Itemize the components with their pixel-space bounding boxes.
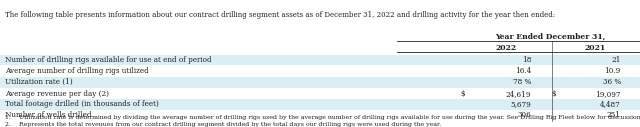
Text: $: $ (461, 90, 465, 98)
Text: 18: 18 (522, 56, 531, 64)
Text: 4,487: 4,487 (600, 100, 621, 108)
Text: Average number of drilling rigs utilized: Average number of drilling rigs utilized (5, 67, 149, 75)
Text: 1.    Utilization rate is determined by dividing the average number of drilling : 1. Utilization rate is determined by div… (5, 115, 640, 120)
Text: Total footage drilled (in thousands of feet): Total footage drilled (in thousands of f… (5, 100, 159, 108)
Text: 306: 306 (518, 111, 531, 119)
Text: 5,679: 5,679 (511, 100, 531, 108)
Text: 16.4: 16.4 (515, 67, 531, 75)
Bar (0, 77, 640, 88)
Text: Number of drilling rigs available for use at end of period: Number of drilling rigs available for us… (5, 56, 212, 64)
Text: Year Ended December 31,: Year Ended December 31, (495, 33, 605, 41)
Text: 78 %: 78 % (513, 78, 531, 86)
Text: $: $ (552, 90, 556, 98)
Text: 10.9: 10.9 (605, 67, 621, 75)
Text: 19,097: 19,097 (595, 90, 621, 98)
Text: 24,619: 24,619 (506, 90, 531, 98)
Text: Utilization rate (1): Utilization rate (1) (5, 78, 73, 86)
Text: Average revenue per day (2): Average revenue per day (2) (5, 90, 109, 98)
Text: 21: 21 (611, 56, 621, 64)
Text: 36 %: 36 % (602, 78, 621, 86)
Text: 251: 251 (607, 111, 621, 119)
Bar (0, 99, 640, 110)
Text: 2.    Represents the total revenues from our contract drilling segment divided b: 2. Represents the total revenues from ou… (5, 122, 442, 127)
Text: The following table presents information about our contract drilling segment ass: The following table presents information… (5, 11, 556, 19)
Text: Number of wells drilled: Number of wells drilled (5, 111, 92, 119)
Bar (0, 55, 640, 65)
Text: 2021: 2021 (584, 44, 606, 52)
Text: 2022: 2022 (495, 44, 516, 52)
